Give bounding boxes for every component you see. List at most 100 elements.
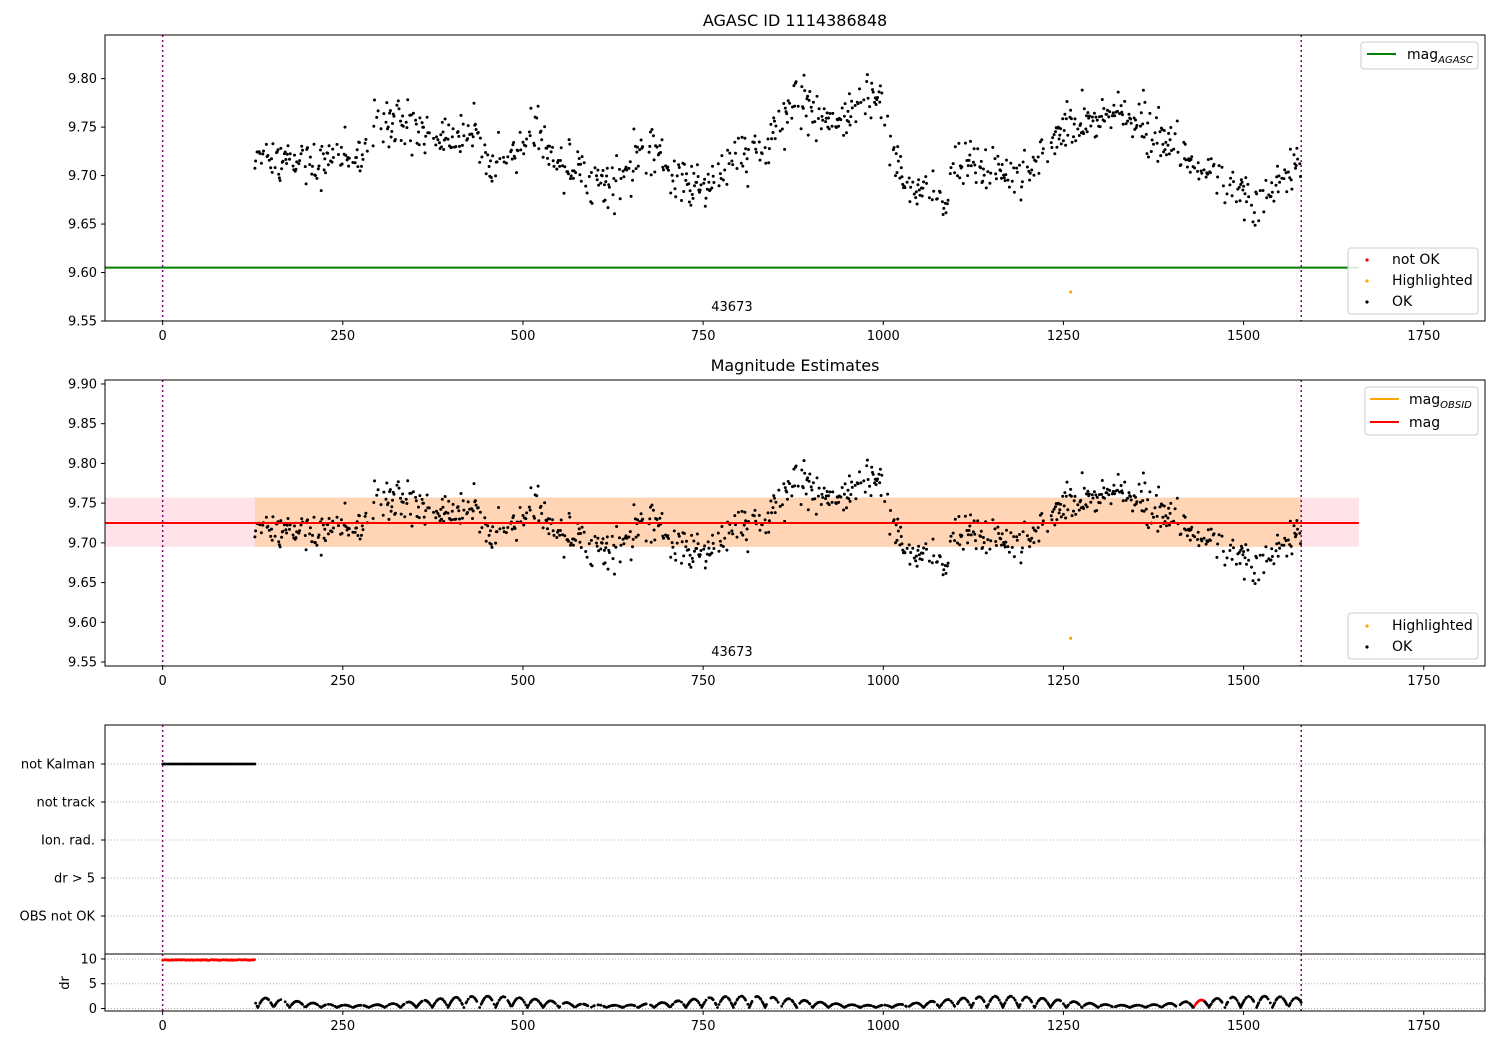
p1-ok-point bbox=[587, 175, 591, 178]
p1-ok-point bbox=[313, 174, 317, 177]
p1-ok-point bbox=[1212, 162, 1216, 166]
p4-dr-point bbox=[496, 1001, 500, 1005]
p1-ok-point bbox=[1153, 131, 1157, 135]
p1-ok-point bbox=[432, 136, 436, 140]
p2-ok-point bbox=[324, 539, 327, 543]
p1-ok-point bbox=[967, 158, 971, 162]
p2-ok-point bbox=[395, 483, 399, 487]
p1-ok-point bbox=[745, 157, 749, 161]
p1-legend-bottom-box bbox=[1347, 247, 1479, 315]
p1-ok-point bbox=[1165, 153, 1168, 157]
p2-ok-point bbox=[1206, 528, 1210, 532]
p1-ok-point bbox=[706, 172, 710, 176]
p2-ok-point bbox=[1040, 512, 1044, 515]
p4-dr-point bbox=[704, 998, 708, 1002]
p1-ok-point bbox=[1094, 115, 1098, 119]
p1-ok-point bbox=[883, 123, 887, 127]
p1-ok-point bbox=[1041, 151, 1044, 155]
p1-ok-point bbox=[436, 138, 440, 142]
p1-ok-point bbox=[773, 119, 776, 123]
p2-ok-point bbox=[358, 537, 362, 541]
p1-ok-point bbox=[480, 155, 484, 159]
p2-ok-point bbox=[1066, 508, 1070, 512]
p2-ok-point bbox=[1152, 515, 1155, 519]
p2-ok-point bbox=[774, 500, 778, 504]
p2-ok-point bbox=[497, 506, 500, 509]
p1-ok-point bbox=[976, 147, 980, 151]
p2-ok-point bbox=[827, 503, 831, 507]
p1-ok-point bbox=[703, 204, 707, 208]
p1-ok-point bbox=[316, 167, 320, 171]
p1-ok-point bbox=[1057, 137, 1061, 141]
p1-ok-point bbox=[1225, 192, 1229, 196]
p1-ok-point bbox=[524, 144, 528, 148]
p2-ok-point bbox=[1255, 556, 1259, 560]
p1-ok-point bbox=[410, 153, 414, 157]
p2-ok-point bbox=[582, 530, 586, 534]
p1-ok-point bbox=[1049, 141, 1053, 145]
p2-ok-point bbox=[559, 518, 563, 522]
panel-magnitude-estimates: Magnitude Estimates 0 250 500 750 1000 1250 15… bbox=[68, 356, 1486, 689]
p1-ok-point bbox=[495, 160, 499, 164]
p1-ok-point bbox=[1241, 188, 1245, 192]
p4-dr-point bbox=[327, 1002, 330, 1006]
p1-ok-point bbox=[356, 165, 360, 169]
p1-ok-point bbox=[1156, 159, 1160, 163]
p1-ok-point bbox=[682, 190, 686, 193]
p2-axes-frame bbox=[104, 379, 1486, 667]
p2-ok-point bbox=[669, 555, 673, 559]
p2-ok-point bbox=[903, 551, 907, 555]
p4-dr-point bbox=[953, 1004, 956, 1008]
p2-ok-point bbox=[1242, 577, 1246, 581]
p2-ok-point bbox=[916, 548, 920, 552]
p2-ok-point bbox=[981, 546, 985, 549]
p2-ok-point bbox=[1012, 535, 1016, 539]
p1-ok-point bbox=[850, 99, 854, 103]
p1-ok-point bbox=[868, 105, 872, 109]
p1-ok-point bbox=[490, 179, 494, 183]
p1-ok-point bbox=[944, 211, 948, 215]
p4-dr-point bbox=[427, 1001, 431, 1005]
p1-ok-point bbox=[424, 134, 428, 138]
p1-ok-point bbox=[631, 178, 634, 182]
p1-ok-point bbox=[1173, 132, 1177, 136]
p2-ok-point bbox=[529, 486, 533, 490]
p2-ok-point bbox=[284, 528, 288, 532]
p2-ok-point bbox=[478, 510, 482, 514]
p2-highlighted-point-0 bbox=[1069, 636, 1073, 640]
p1-y-tick-label-2: 9.65 bbox=[68, 218, 97, 233]
p4-dr-point bbox=[728, 998, 732, 1002]
p1-ok-point bbox=[450, 135, 454, 139]
p4-dr-point bbox=[1049, 1006, 1052, 1009]
p1-ok-point bbox=[1145, 152, 1149, 156]
p2-ok-point bbox=[1102, 486, 1106, 490]
p2-ok-point bbox=[865, 458, 869, 462]
p1-ok-point bbox=[625, 168, 629, 172]
p2-ok-point bbox=[967, 529, 971, 532]
p2-ok-point bbox=[1243, 556, 1247, 560]
p1-ok-point bbox=[711, 174, 715, 178]
p2-legend-bottom: Highlighted OK bbox=[1347, 612, 1479, 660]
p2-ok-point bbox=[853, 483, 857, 487]
p2-ok-point bbox=[1164, 514, 1168, 518]
p1-ok-point bbox=[1240, 180, 1244, 184]
p1-ok-point bbox=[788, 101, 792, 105]
p1-ok-point bbox=[409, 113, 413, 117]
p1-ok-point bbox=[1261, 189, 1265, 192]
p1-ok-point bbox=[802, 73, 806, 77]
p2-ok-point bbox=[1062, 504, 1066, 508]
p2-ok-point bbox=[393, 511, 397, 515]
p1-ok-point bbox=[262, 149, 265, 153]
p2-ok-point bbox=[915, 564, 919, 568]
p2-ok-point bbox=[945, 564, 949, 568]
p1-ok-point bbox=[360, 164, 363, 168]
p4-dr-point bbox=[466, 997, 470, 1001]
p1-ok-point bbox=[973, 163, 977, 167]
p1-ok-point bbox=[806, 133, 810, 137]
p2-ok-point bbox=[1223, 563, 1227, 567]
p1-ok-point bbox=[1030, 168, 1034, 172]
p1-ok-point bbox=[662, 168, 665, 172]
p2-ok-point bbox=[675, 541, 679, 545]
p1-x-tick-label-5: 1250 bbox=[1047, 329, 1080, 344]
p4-dr-point bbox=[936, 1004, 940, 1007]
